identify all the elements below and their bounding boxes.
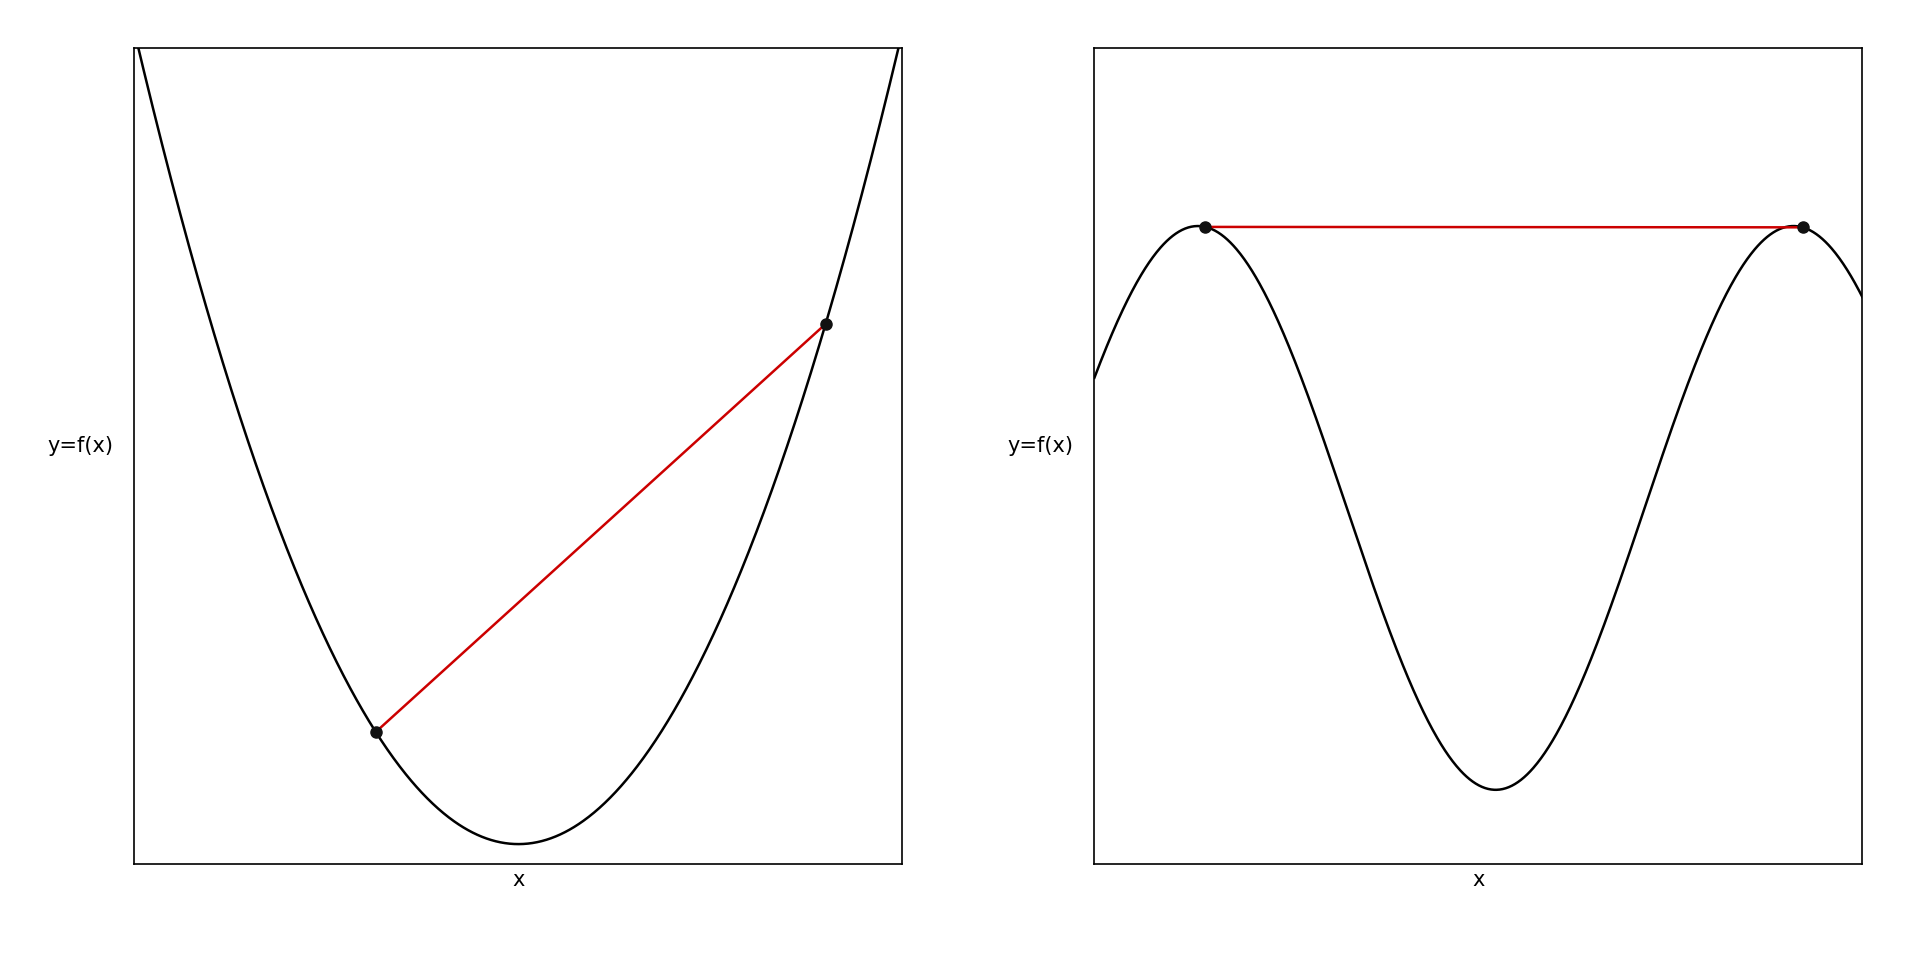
Y-axis label: y=f(x): y=f(x) [1008, 436, 1073, 456]
X-axis label: x: x [513, 870, 524, 890]
Y-axis label: y=f(x): y=f(x) [48, 436, 113, 456]
X-axis label: x: x [1473, 870, 1484, 890]
